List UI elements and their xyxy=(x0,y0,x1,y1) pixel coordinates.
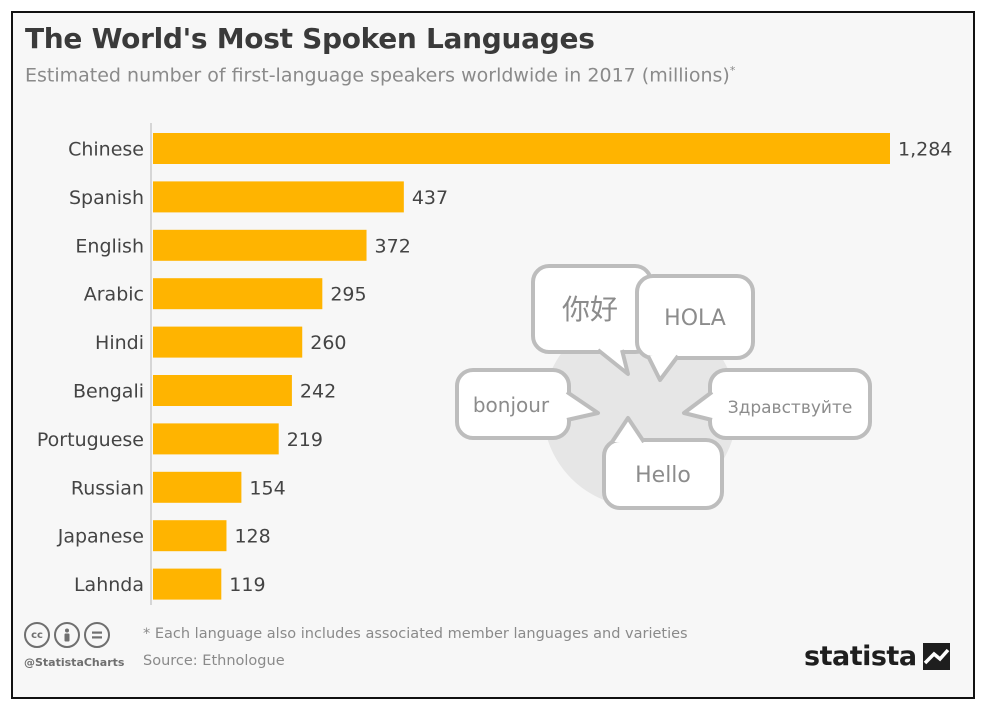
category-label-russian: Russian xyxy=(71,477,144,499)
bubble-spanish-tail xyxy=(646,354,680,382)
bar-hindi xyxy=(153,326,303,358)
license-icons: cc xyxy=(24,622,110,648)
bubble-english-tail xyxy=(610,416,646,444)
bar-japanese xyxy=(153,520,227,552)
bar-russian xyxy=(153,471,242,503)
cc-icon: cc xyxy=(24,622,50,648)
statista-wordmark: statista xyxy=(804,641,917,672)
value-label-russian: 154 xyxy=(249,477,285,499)
category-label-bengali: Bengali xyxy=(73,381,144,403)
source-line: Source: Ethnologue xyxy=(143,653,285,669)
bar-portuguese xyxy=(153,423,279,455)
speech-bubbles-illustration: 你好 HOLA bonjour Здравствуйте Hello xyxy=(455,264,872,510)
value-label-english: 372 xyxy=(375,235,411,257)
value-label-arabic: 295 xyxy=(330,284,366,306)
bar-lahnda xyxy=(153,568,222,600)
category-label-hindi: Hindi xyxy=(95,332,144,354)
category-label-lahnda: Lahnda xyxy=(74,574,144,596)
statista-brand[interactable]: statista xyxy=(804,641,950,672)
bar-bengali xyxy=(153,375,292,406)
category-label-arabic: Arabic xyxy=(84,284,144,306)
bubble-spanish-text: HOLA xyxy=(664,306,726,331)
subtitle-footnote-marker: * xyxy=(729,64,736,77)
category-label-spanish: Spanish xyxy=(69,187,144,209)
statista-charts-handle: @StatistaCharts xyxy=(24,656,125,669)
value-label-hindi: 260 xyxy=(310,332,346,354)
value-label-spanish: 437 xyxy=(412,187,448,209)
category-label-english: English xyxy=(75,235,144,257)
footnote: * Each language also includes associated… xyxy=(143,626,688,642)
bubble-french-text: bonjour xyxy=(473,393,550,417)
chart-subtitle: Estimated number of first-language speak… xyxy=(25,64,735,86)
statista-logo-icon xyxy=(922,643,950,670)
attribution-icon xyxy=(54,622,80,648)
value-label-portuguese: 219 xyxy=(287,429,323,451)
value-label-chinese: 1,284 xyxy=(898,139,952,161)
bubble-english xyxy=(602,438,724,510)
bubble-french-tail xyxy=(565,390,600,422)
bubble-russian-text: Здравствуйте xyxy=(728,398,853,418)
bar-chinese xyxy=(153,133,890,164)
bubble-chinese-tail xyxy=(596,348,630,376)
bar-english xyxy=(153,229,367,261)
bubble-russian-tail xyxy=(682,390,714,422)
value-label-lahnda: 119 xyxy=(229,574,265,596)
no-derivatives-icon xyxy=(84,622,110,648)
bubble-chinese-text: 你好 xyxy=(562,293,618,326)
bar-spanish xyxy=(153,181,404,213)
value-label-bengali: 242 xyxy=(300,381,336,403)
category-label-chinese: Chinese xyxy=(68,139,144,161)
category-label-portuguese: Portuguese xyxy=(37,429,144,451)
chart-title: The World's Most Spoken Languages xyxy=(25,22,595,55)
subtitle-text: Estimated number of first-language speak… xyxy=(25,64,730,87)
value-label-japanese: 128 xyxy=(234,526,270,548)
bars-group: Chinese 1,284 Spanish 437 English 372 Arabic 29… xyxy=(37,133,952,600)
bubble-english-text: Hello xyxy=(635,463,691,488)
category-label-japanese: Japanese xyxy=(57,526,144,548)
bar-arabic xyxy=(153,278,323,310)
bubble-spanish xyxy=(635,274,755,360)
